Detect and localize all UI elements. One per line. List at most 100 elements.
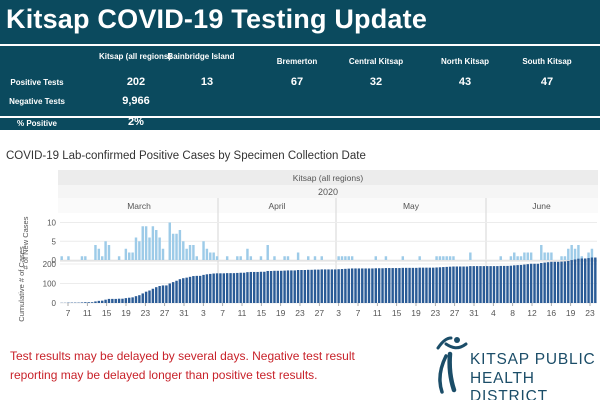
- new-cases-bar: [209, 252, 212, 260]
- cumulative-bar: [499, 265, 502, 303]
- new-cases-bar: [347, 256, 350, 260]
- row-label-positive: Positive Tests: [10, 78, 64, 87]
- cumulative-bar: [131, 297, 134, 303]
- x-tick-label: 11: [238, 308, 247, 318]
- cumulative-bar: [161, 285, 165, 303]
- cumulative-bar: [280, 270, 283, 303]
- disclaimer-text: Test results may be delayed by several d…: [10, 349, 355, 382]
- cumulative-bar: [269, 270, 273, 303]
- logo-line2: HEALTH DISTRICT: [470, 370, 548, 400]
- cumulative-bar: [523, 264, 526, 303]
- cumulative-bar: [300, 270, 303, 303]
- cumulative-bar: [222, 273, 226, 303]
- cumulative-bar: [80, 302, 84, 303]
- value-positive-bremerton: 67: [290, 76, 304, 88]
- row-label-negative: Negative Tests: [9, 97, 65, 106]
- x-tick-label: 15: [392, 308, 402, 318]
- col-header-south-kitsap: South Kitsap: [522, 57, 572, 66]
- cumulative-bar: [459, 266, 462, 303]
- new-cases-bar: [499, 256, 502, 260]
- new-cases-bar: [185, 248, 188, 260]
- x-tick-label: 3: [336, 308, 341, 318]
- cumulative-bar: [526, 264, 529, 303]
- x-tick-label: 4: [491, 308, 496, 318]
- col-header-central-kitsap: Central Kitsap: [348, 57, 404, 66]
- new-cases-bar: [168, 222, 171, 260]
- cumulative-bar: [479, 266, 482, 303]
- cumulative-bar: [421, 267, 425, 303]
- new-cases-bar: [442, 256, 445, 260]
- new-cases-bar: [509, 256, 513, 260]
- x-tick-label: 7: [356, 308, 361, 318]
- x-tick-label: 11: [83, 308, 92, 318]
- cumulative-bar: [445, 266, 448, 303]
- cumulative-bar: [408, 267, 411, 303]
- cumulative-bar: [148, 290, 151, 303]
- cumulative-bar: [134, 296, 138, 303]
- cumulative-bar: [496, 266, 499, 303]
- x-tick-label: 19: [276, 308, 286, 318]
- cumulative-bar: [175, 280, 178, 303]
- value-percent-positive-kitsap: 2%: [128, 116, 144, 128]
- y-tick-label: 200: [43, 260, 57, 269]
- new-cases-bar: [225, 256, 229, 260]
- cumulative-bar: [283, 270, 286, 303]
- new-cases-bar: [307, 256, 310, 260]
- cumulative-bar: [350, 268, 354, 303]
- cumulative-bar: [155, 287, 158, 303]
- cumulative-bar: [344, 268, 347, 303]
- cumulative-bar: [401, 267, 405, 303]
- cases-chart: Kitsap (all regions) 2020 March April May J…: [17, 170, 598, 322]
- new-cases-bar: [158, 237, 161, 260]
- x-tick-label: 15: [102, 308, 112, 318]
- new-cases-bar: [239, 256, 242, 260]
- cumulative-bar: [124, 298, 128, 303]
- new-cases-bar: [550, 252, 553, 260]
- new-cases-bar: [101, 256, 104, 260]
- cumulative-bar: [583, 258, 587, 303]
- cumulative-bar: [121, 298, 124, 303]
- cumulative-bar: [462, 266, 465, 303]
- cumulative-bar: [540, 262, 543, 303]
- x-tick-label: 31: [469, 308, 479, 318]
- cumulative-bar: [533, 263, 536, 303]
- cumulative-bar: [563, 261, 567, 303]
- col-header-north-kitsap: North Kitsap: [441, 57, 489, 66]
- new-cases-bar: [523, 252, 526, 260]
- cumulative-bar: [509, 265, 513, 303]
- x-tick-label: 7: [220, 308, 225, 318]
- new-cases-bar: [212, 252, 215, 260]
- value-positive-south-kitsap: 47: [540, 76, 554, 88]
- cumulative-bar: [303, 270, 307, 303]
- new-cases-bar: [438, 256, 442, 260]
- x-tick-label: 19: [411, 308, 421, 318]
- year-header: [58, 185, 598, 198]
- x-tick-label: 8: [510, 308, 515, 318]
- cumulative-bar: [425, 267, 428, 303]
- cumulative-bar: [296, 270, 300, 303]
- cumulative-bar: [198, 275, 202, 303]
- new-cases-bar: [469, 252, 472, 260]
- new-cases-bar: [296, 252, 300, 260]
- new-cases-bar: [134, 237, 138, 260]
- cumulative-bar: [293, 270, 296, 303]
- new-cases-bar: [171, 233, 175, 260]
- cumulative-bar: [252, 271, 256, 303]
- chart-title: COVID-19 Lab-confirmed Positive Cases by…: [6, 150, 366, 162]
- cumulative-bar: [580, 258, 584, 303]
- x-tick-label: 23: [431, 308, 441, 318]
- cumulative-bar: [313, 269, 317, 303]
- new-cases-bar: [80, 256, 84, 260]
- new-cases-bar: [161, 248, 165, 260]
- cumulative-bar: [320, 269, 323, 303]
- cumulative-bar: [202, 274, 205, 303]
- new-cases-bar: [563, 256, 567, 260]
- cumulative-bar: [418, 267, 421, 303]
- new-cases-bar: [84, 256, 87, 260]
- cumulative-bar: [472, 266, 475, 303]
- new-cases-bar: [445, 256, 448, 260]
- new-cases-bar: [94, 245, 97, 260]
- cumulative-bar: [394, 268, 398, 303]
- new-cases-bar: [580, 256, 584, 260]
- month-label: May: [403, 201, 420, 211]
